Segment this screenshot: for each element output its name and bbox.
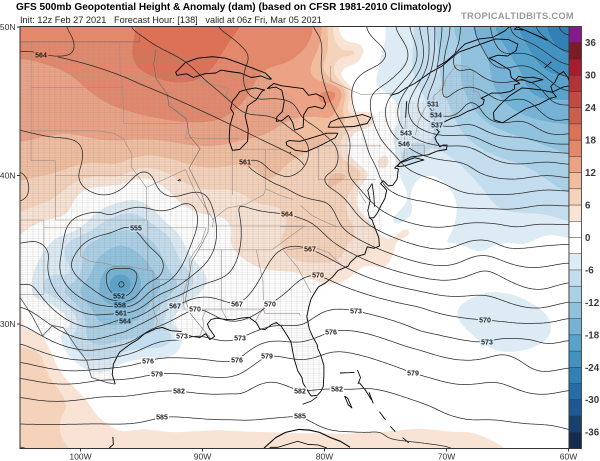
svg-text:-24: -24 (585, 363, 600, 374)
svg-text:564: 564 (35, 53, 47, 60)
svg-text:564: 564 (281, 212, 293, 219)
svg-text:567: 567 (231, 302, 243, 309)
svg-text:50N: 50N (0, 22, 16, 32)
svg-text:582: 582 (331, 387, 343, 394)
svg-text:570: 570 (312, 273, 324, 280)
svg-text:-36: -36 (585, 428, 600, 439)
svg-text:531: 531 (427, 102, 439, 109)
svg-text:30N: 30N (0, 319, 16, 329)
svg-text:585: 585 (294, 414, 306, 421)
svg-text:579: 579 (261, 354, 273, 361)
svg-text:573: 573 (234, 336, 246, 343)
svg-text:585: 585 (156, 415, 168, 422)
svg-text:570: 570 (479, 318, 491, 325)
svg-text:-12: -12 (585, 298, 600, 309)
svg-text:12: 12 (585, 168, 596, 179)
svg-text:30: 30 (585, 71, 596, 82)
svg-text:573: 573 (481, 340, 493, 347)
svg-text:24: 24 (585, 103, 596, 114)
svg-text:576: 576 (231, 358, 243, 365)
svg-text:18: 18 (585, 136, 596, 147)
svg-text:6: 6 (585, 200, 591, 211)
svg-text:573: 573 (176, 334, 188, 341)
svg-text:60W: 60W (560, 451, 577, 461)
svg-text:546: 546 (398, 142, 410, 149)
svg-text:537: 537 (431, 123, 443, 130)
svg-text:558: 558 (114, 303, 126, 310)
svg-text:561: 561 (115, 311, 127, 318)
svg-text:564: 564 (119, 319, 131, 326)
svg-text:567: 567 (169, 304, 181, 311)
svg-text:561: 561 (239, 160, 251, 167)
svg-text:534: 534 (430, 113, 442, 120)
svg-text:555: 555 (130, 226, 142, 233)
svg-text:-18: -18 (585, 330, 600, 341)
svg-text:36: 36 (585, 38, 596, 49)
svg-text:552: 552 (113, 294, 125, 301)
svg-text:582: 582 (294, 389, 306, 396)
svg-text:100W: 100W (69, 451, 91, 461)
svg-text:70W: 70W (438, 451, 455, 461)
svg-text:573: 573 (350, 309, 362, 316)
svg-text:576: 576 (325, 330, 337, 337)
svg-text:80W: 80W (316, 451, 333, 461)
svg-text:-30: -30 (585, 395, 600, 406)
svg-text:-6: -6 (585, 265, 594, 276)
svg-text:579: 579 (407, 371, 419, 378)
svg-text:0: 0 (585, 233, 591, 244)
svg-text:543: 543 (400, 131, 412, 138)
svg-text:579: 579 (151, 372, 163, 379)
svg-text:567: 567 (304, 247, 316, 254)
svg-text:570: 570 (189, 307, 201, 314)
svg-text:576: 576 (142, 359, 154, 366)
svg-text:40N: 40N (0, 171, 16, 181)
svg-text:90W: 90W (194, 451, 211, 461)
svg-text:582: 582 (173, 389, 185, 396)
svg-text:570: 570 (264, 302, 276, 309)
